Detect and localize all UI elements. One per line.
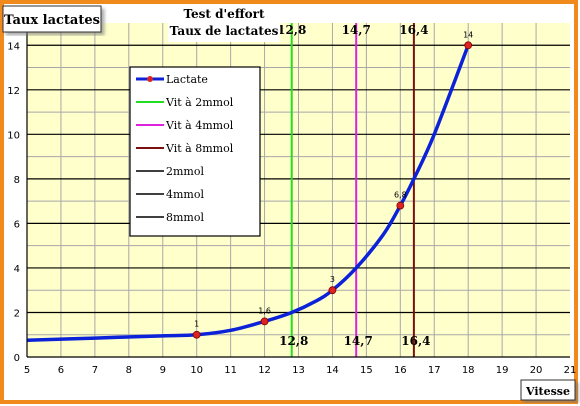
y-tick-label: 10 bbox=[7, 130, 20, 141]
x-tick-label: 5 bbox=[24, 365, 30, 376]
y-axis-label-background bbox=[2, 5, 102, 33]
x-tick-label: 21 bbox=[564, 365, 577, 376]
data-point-label: 1 bbox=[194, 320, 199, 329]
title-block: Test d'effort Taux de lactates bbox=[168, 4, 280, 42]
chart-title-line2: Taux de lactates bbox=[170, 24, 279, 38]
x-tick-label: 19 bbox=[496, 365, 509, 376]
threshold-label-bottom: 12,8 bbox=[279, 334, 308, 348]
x-tick-label: 13 bbox=[292, 365, 305, 376]
y-tick-label: 14 bbox=[7, 41, 20, 52]
legend-box bbox=[129, 66, 261, 237]
data-point-label: 6,8 bbox=[394, 191, 407, 200]
x-axis-label: Vitesse bbox=[525, 385, 570, 398]
y-tick-label: 4 bbox=[14, 264, 20, 275]
legend-label: Vit à 8mmol bbox=[165, 142, 234, 155]
data-point-label: 14 bbox=[463, 30, 473, 39]
y-tick-label: 2 bbox=[14, 308, 20, 319]
x-tick-label: 8 bbox=[126, 365, 132, 376]
x-tick-label: 11 bbox=[224, 365, 237, 376]
threshold-label-top: 12,8 bbox=[277, 23, 306, 37]
x-axis-label-box bbox=[520, 379, 576, 401]
x-tick-label: 14 bbox=[326, 365, 339, 376]
y-tick-label: 0 bbox=[14, 353, 20, 364]
y-tick-label: 6 bbox=[14, 219, 20, 230]
legend-label: Vit à 2mmol bbox=[165, 96, 234, 109]
data-point bbox=[328, 286, 337, 295]
axes: 5 6 7 8 9 10 11 12 13 14 15 16 17 18 19 20 2102468101214… bbox=[7, 23, 576, 376]
legend-marker bbox=[147, 76, 153, 82]
legend-label: 2mmol bbox=[166, 165, 204, 178]
y-tick-label: 12 bbox=[7, 86, 20, 97]
legend-label: 8mmol bbox=[166, 211, 204, 224]
y-axis-label: Taux lactates bbox=[4, 13, 100, 28]
x-tick-label: 18 bbox=[462, 365, 475, 376]
x-tick-label: 9 bbox=[160, 365, 166, 376]
data-point bbox=[396, 201, 405, 210]
series-layer: 1 1,6 3 6,8 14 bbox=[26, 23, 473, 357]
x-tick-label: 17 bbox=[428, 365, 441, 376]
chart-title-line1: Test d'effort bbox=[183, 7, 265, 21]
y-tick-label: 8 bbox=[14, 175, 20, 186]
title-background bbox=[168, 4, 280, 42]
threshold-label-bottom: 14,7 bbox=[344, 334, 373, 348]
legend: Lactate Vit à 2mmol Vit à 4mmol Vit à 8mmol… bbox=[129, 66, 261, 237]
x-tick-label: 10 bbox=[190, 365, 203, 376]
x-tick-label: 16 bbox=[394, 365, 407, 376]
y-axis-label-box bbox=[2, 5, 102, 33]
x-tick-label: 15 bbox=[360, 365, 373, 376]
data-point bbox=[464, 41, 473, 50]
x-tick-label: 6 bbox=[58, 365, 64, 376]
legend-label: Lactate bbox=[166, 73, 208, 86]
lactate-curve bbox=[26, 44, 470, 343]
x-tick-label: 20 bbox=[530, 365, 543, 376]
x-axis-label-background bbox=[520, 379, 576, 401]
legend-label: 4mmol bbox=[166, 188, 204, 201]
threshold-label-top: 16,4 bbox=[399, 23, 428, 37]
x-tick-label: 12 bbox=[258, 365, 271, 376]
threshold-label-top: 14,7 bbox=[342, 23, 371, 37]
legend-label: Vit à 4mmol bbox=[165, 119, 234, 132]
threshold-label-bottom: 16,4 bbox=[401, 334, 430, 348]
data-point-label: 1,6 bbox=[258, 306, 271, 315]
data-point-label: 3 bbox=[330, 275, 335, 284]
data-point bbox=[260, 317, 269, 326]
data-point bbox=[192, 330, 201, 339]
x-tick-label: 7 bbox=[92, 365, 98, 376]
